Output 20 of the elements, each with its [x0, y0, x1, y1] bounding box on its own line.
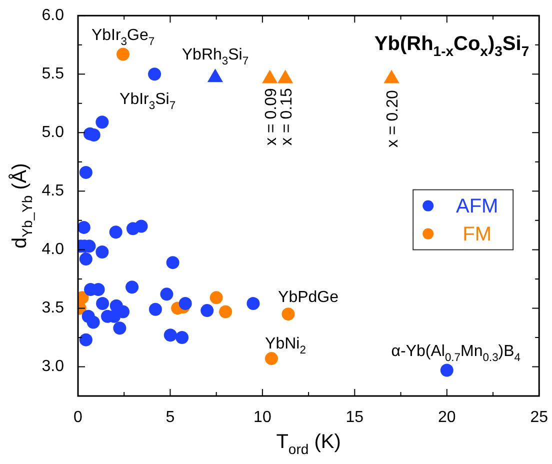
- y-tick-label: 4.0: [42, 241, 64, 258]
- y-tick-label: 5.5: [42, 66, 64, 83]
- y-tick-label: 4.5: [42, 182, 64, 200]
- y-axis-title: dYb_Yb (Å): [8, 163, 35, 248]
- y-tick-label: 5.0: [42, 124, 64, 142]
- x-tick-label: 0: [74, 409, 83, 426]
- y-tick-label: 3.5: [42, 300, 64, 317]
- annotation: YbPdGe: [278, 289, 339, 306]
- x-tick-label: 20: [438, 409, 456, 426]
- legend-label: FM: [462, 223, 492, 246]
- annotation: x = 0.15: [278, 88, 296, 146]
- x-tick-label: 5: [166, 409, 175, 426]
- x-tick-label: 25: [530, 409, 548, 426]
- annotation: x = 0.20: [384, 90, 402, 148]
- x-tick-label: 10: [254, 409, 272, 426]
- annotation: x = 0.09: [262, 88, 280, 146]
- x-tick-label: 15: [346, 409, 364, 426]
- y-tick-label: 3.0: [42, 358, 64, 376]
- legend-label: AFM: [456, 195, 498, 218]
- y-tick-label: 6.0: [42, 7, 64, 24]
